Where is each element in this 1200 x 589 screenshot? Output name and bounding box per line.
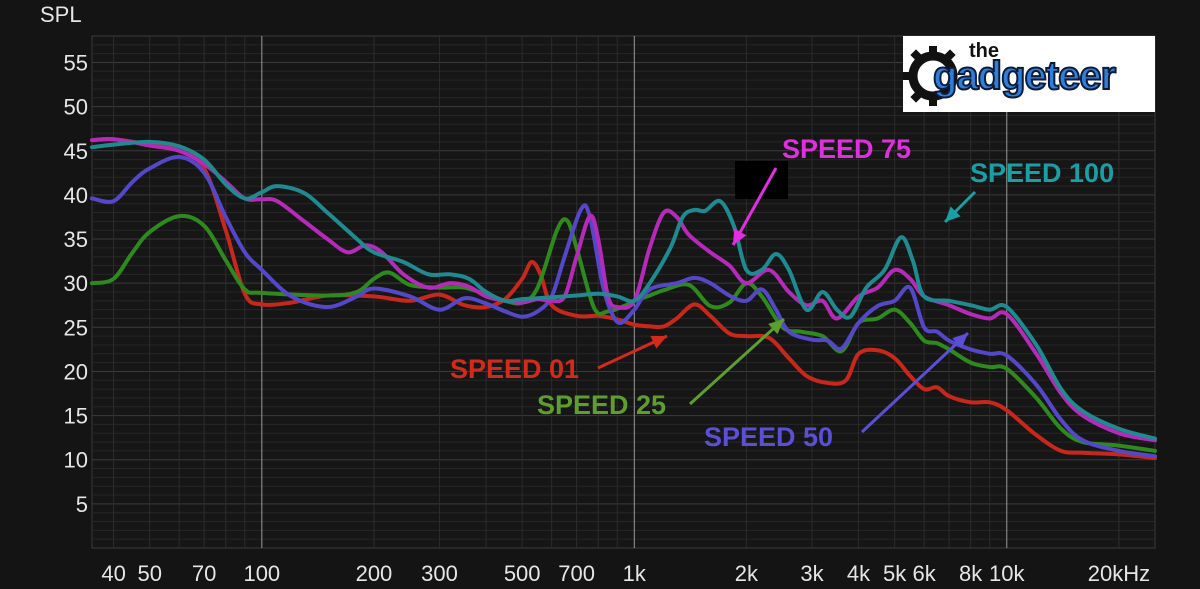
annotation-speed-100-label: SPEED 100	[970, 158, 1114, 188]
annotation-speed-25-arrowhead	[768, 319, 784, 335]
x-tick-label: 700	[558, 561, 595, 586]
x-tick-label: 5k	[883, 561, 907, 586]
y-tick-labels: 5 10 15 20 25 30 35 40 45 50 55	[64, 50, 88, 516]
annotations: SPEED 75 SPEED 100 SPEED 01 SPEED 25 SPEED 5…	[450, 134, 1114, 452]
x-tick-label: 2k	[735, 561, 759, 586]
x-tick-label: 200	[356, 561, 393, 586]
logo-text-gadgeteer: gadgeteer	[932, 53, 1117, 99]
x-tick-label: 1k	[623, 561, 647, 586]
y-tick-label: 35	[64, 227, 88, 252]
y-tick-label: 10	[64, 448, 88, 473]
series-line-speed-01	[90, 137, 1157, 460]
x-tick-label: 10k	[989, 561, 1025, 586]
annotation-speed-50-arrow	[860, 331, 970, 434]
x-tick-label: 300	[421, 561, 458, 586]
annotation-speed-25-arrow	[688, 317, 786, 406]
y-tick-label: 30	[64, 271, 88, 296]
y-tick-label: 20	[64, 359, 88, 384]
series-line-speed-100	[90, 139, 1157, 441]
x-tick-label: 4k	[847, 561, 871, 586]
y-tick-label: 55	[64, 50, 88, 75]
annotation-speed-75-arrowhead	[733, 228, 747, 245]
x-tick-label: 8k	[959, 561, 983, 586]
series-lines	[90, 137, 1157, 460]
annotation-speed-01-label: SPEED 01	[450, 354, 579, 384]
x-tick-label: 40	[101, 561, 125, 586]
y-tick-label: 15	[64, 404, 88, 429]
x-tick-label: 70	[192, 561, 216, 586]
x-tick-label: 100	[243, 561, 280, 586]
y-tick-label: 45	[64, 139, 88, 164]
y-tick-label: 5	[76, 492, 88, 517]
x-tick-labels: 40 50 70 100 200 300 500 700 1k 2k 3k 4k 5k 6k 8k 10k 20…	[101, 561, 1150, 586]
x-tick-label: 500	[504, 561, 541, 586]
x-tick-label: 50	[137, 561, 161, 586]
annotation-speed-01-arrowhead	[650, 335, 667, 349]
x-tick-label: 3k	[800, 561, 824, 586]
series-line-speed-50	[90, 154, 1157, 459]
y-tick-label: 25	[64, 315, 88, 340]
y-tick-label: 50	[64, 95, 88, 120]
x-tick-label: 20kHz	[1088, 561, 1150, 586]
x-tick-label: 6k	[913, 561, 937, 586]
gadgeteer-logo: the gadgeteer	[903, 36, 1155, 112]
annotation-speed-100-arrowhead	[945, 206, 961, 222]
gear-icon	[903, 46, 958, 106]
annotation-speed-25-label: SPEED 25	[537, 390, 666, 420]
annotation-speed-50-arrowhead	[952, 333, 968, 349]
logo-text-the: the	[969, 40, 999, 62]
annotation-speed-75-label: SPEED 75	[782, 134, 911, 164]
annotation-speed-50-label: SPEED 50	[704, 422, 833, 452]
y-tick-label: 40	[64, 183, 88, 208]
y-axis-label: SPL	[40, 2, 82, 27]
